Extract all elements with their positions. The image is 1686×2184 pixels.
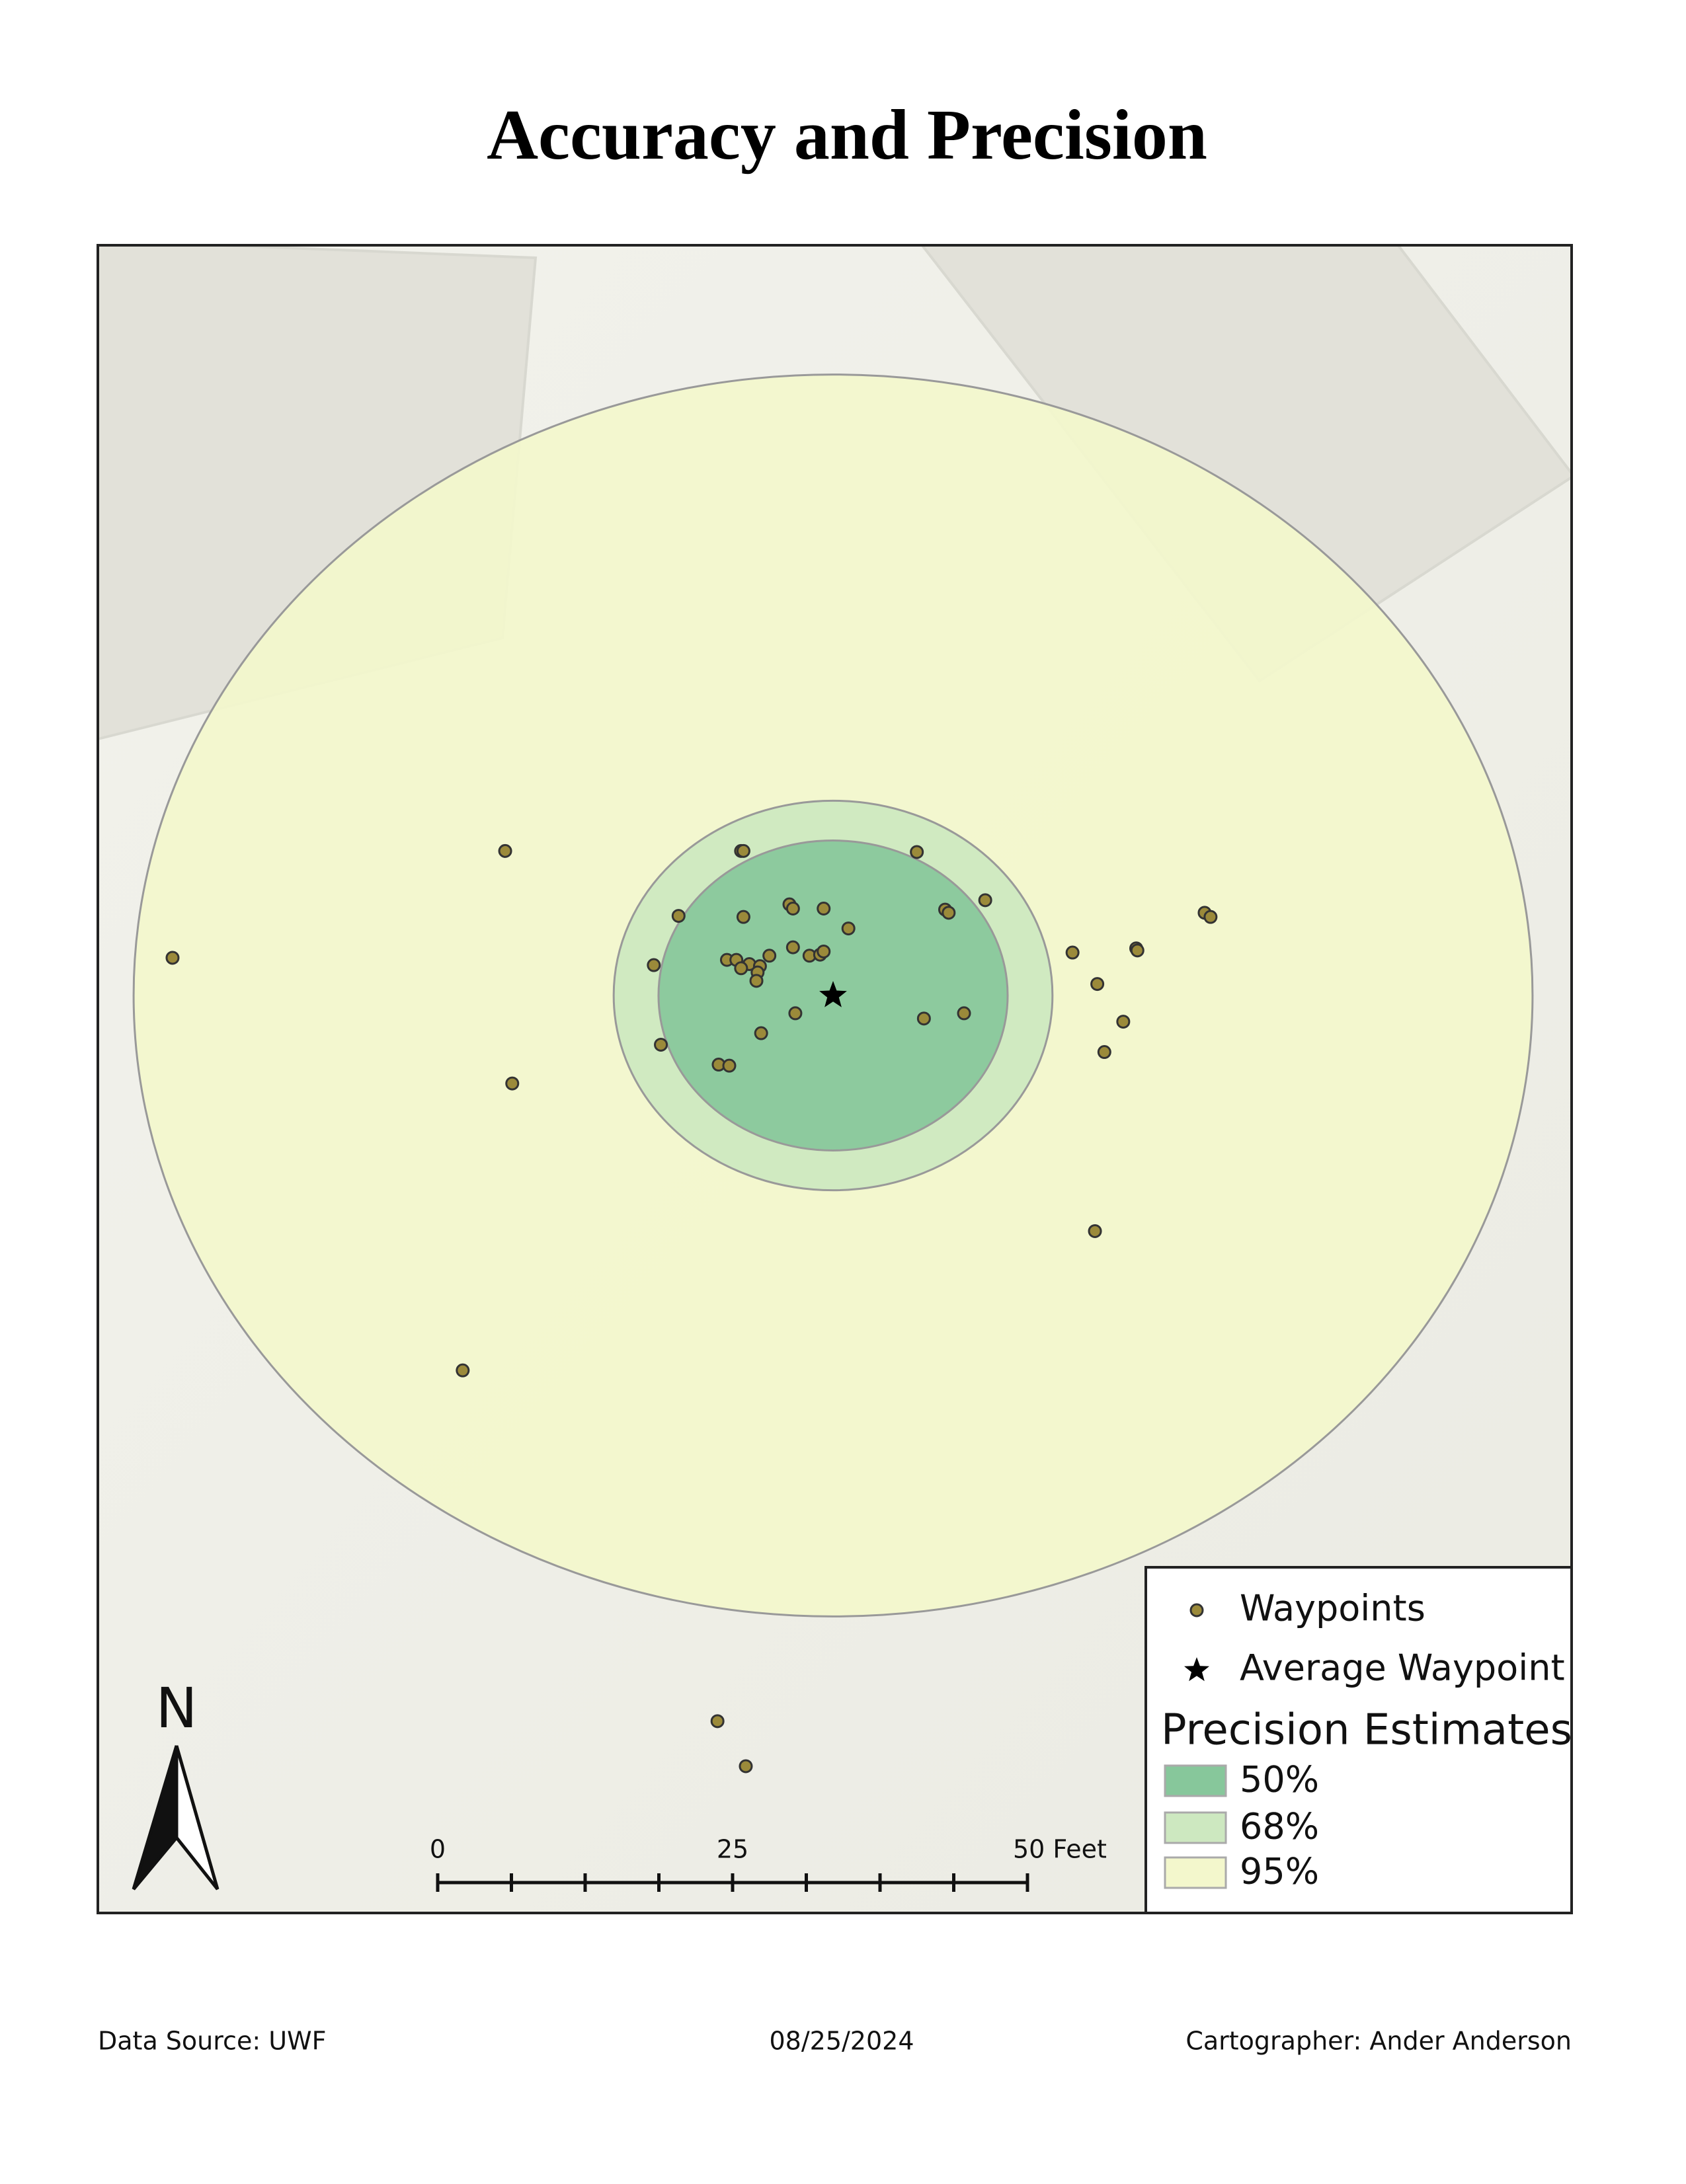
map-features bbox=[132, 373, 1534, 1774]
waypoint bbox=[505, 1076, 520, 1091]
legend-star-symbol bbox=[1184, 1657, 1209, 1682]
footer-source: Data Source: UWF bbox=[98, 2027, 326, 2056]
scale-bar-label: 50 Feet bbox=[1013, 1835, 1107, 1864]
legend-label: 68% bbox=[1240, 1806, 1319, 1848]
legend-label: Average Waypoint bbox=[1240, 1647, 1565, 1689]
legend-swatch bbox=[1164, 1856, 1227, 1889]
waypoint bbox=[785, 940, 800, 955]
legend-heading: Precision Estimates bbox=[1161, 1706, 1572, 1755]
waypoint bbox=[739, 1759, 753, 1774]
waypoint bbox=[1097, 1045, 1111, 1060]
waypoint bbox=[817, 902, 831, 916]
legend-swatch bbox=[1164, 1811, 1227, 1844]
waypoint bbox=[1203, 910, 1218, 924]
waypoint bbox=[498, 843, 512, 858]
waypoint bbox=[165, 951, 180, 965]
north-label: N bbox=[156, 1676, 198, 1740]
waypoint bbox=[1088, 1224, 1102, 1238]
legend-box bbox=[1144, 1566, 1573, 1914]
legend-waypoint-symbol bbox=[1189, 1603, 1204, 1618]
waypoint bbox=[841, 921, 856, 936]
legend-label: Waypoints bbox=[1240, 1588, 1425, 1629]
footer-date: 08/25/2024 bbox=[769, 2027, 914, 2056]
waypoint bbox=[722, 1058, 737, 1073]
waypoint bbox=[710, 1714, 725, 1729]
waypoint bbox=[1130, 943, 1144, 958]
waypoint bbox=[762, 949, 777, 963]
waypoint bbox=[942, 906, 956, 920]
waypoint bbox=[736, 843, 750, 858]
waypoint bbox=[456, 1363, 470, 1378]
waypoint bbox=[749, 974, 764, 988]
waypoint bbox=[1065, 945, 1080, 960]
waypoint bbox=[654, 1037, 668, 1052]
waypoint bbox=[734, 961, 748, 976]
footer-cartographer: Cartographer: Ander Anderson bbox=[1185, 2027, 1572, 2056]
legend-label: 50% bbox=[1240, 1759, 1319, 1801]
waypoint bbox=[1116, 1015, 1131, 1029]
scale-bar-label: 25 bbox=[717, 1835, 748, 1864]
map-title: Accuracy and Precision bbox=[487, 96, 1207, 175]
waypoint bbox=[754, 1026, 768, 1040]
map-frame-content bbox=[98, 245, 1572, 1913]
waypoint bbox=[671, 909, 686, 923]
waypoint bbox=[957, 1006, 971, 1021]
waypoint bbox=[736, 910, 750, 924]
scale-bar-label: 0 bbox=[430, 1835, 446, 1864]
waypoint bbox=[817, 944, 831, 958]
legend-swatch bbox=[1164, 1764, 1227, 1797]
waypoint bbox=[788, 1006, 803, 1021]
average-waypoint bbox=[819, 981, 847, 1007]
waypoint bbox=[978, 893, 992, 908]
waypoint bbox=[1090, 977, 1105, 992]
waypoint bbox=[916, 1011, 931, 1026]
map-frame bbox=[97, 244, 1573, 1914]
legend-label: 95% bbox=[1240, 1851, 1319, 1892]
north-arrow bbox=[175, 1745, 220, 1891]
waypoint bbox=[647, 958, 661, 972]
waypoint bbox=[785, 902, 800, 916]
waypoint bbox=[910, 845, 924, 859]
